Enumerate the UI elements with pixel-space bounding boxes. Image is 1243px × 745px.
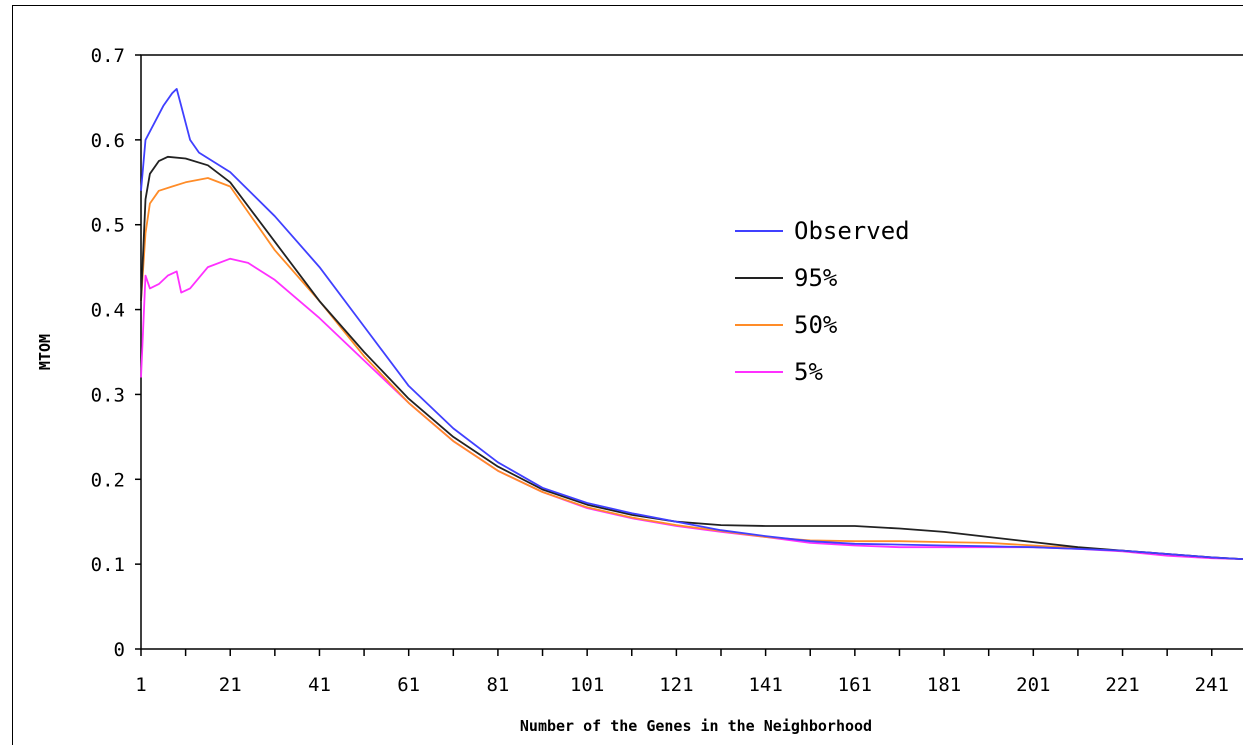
series-line	[140, 88, 1243, 560]
y-tick-label: 0.3	[91, 384, 125, 406]
y-tick-label: 0	[114, 639, 125, 661]
y-tick-label: 0.2	[91, 469, 125, 491]
x-tick-label: 1	[135, 674, 146, 696]
x-tick-label: 221	[1105, 674, 1139, 696]
plot-area	[140, 54, 1243, 650]
legend-label: 95%	[794, 264, 838, 292]
y-tick-label: 0.5	[91, 215, 125, 237]
x-tick-label: 141	[748, 674, 782, 696]
y-tick-label: 0.4	[91, 300, 125, 322]
x-axis: 1 21 41 61 81 101 121 141 161 181 201 221 241	[135, 649, 1229, 696]
x-tick-label: 241	[1195, 674, 1229, 696]
series-line	[140, 155, 1243, 560]
x-tick-label: 41	[308, 674, 331, 696]
legend: Observed 95% 50% 5%	[735, 217, 910, 386]
legend-label: 5%	[794, 358, 823, 386]
x-tick-label: 101	[570, 674, 604, 696]
plot-border	[140, 54, 1243, 650]
y-axis-title: MTOM	[36, 334, 54, 370]
y-tick-label: 0.6	[91, 130, 125, 152]
legend-label: 50%	[794, 311, 838, 339]
y-tick-label: 0.7	[91, 45, 125, 67]
chart-frame	[12, 5, 1243, 745]
legend-label: Observed	[794, 217, 910, 245]
y-tick-label: 0.1	[91, 554, 125, 576]
y-axis: 0 0.1 0.2 0.3 0.4 0.5 0.6 0.7	[91, 45, 141, 661]
x-tick-label: 61	[397, 674, 420, 696]
series-line	[140, 257, 1243, 560]
x-axis-title: Number of the Genes in the Neighborhood	[520, 717, 872, 735]
x-tick-label: 201	[1016, 674, 1050, 696]
x-tick-label: 121	[659, 674, 693, 696]
series-line	[140, 177, 1243, 560]
x-tick-label: 81	[486, 674, 509, 696]
x-tick-label: 21	[219, 674, 242, 696]
x-tick-label: 161	[838, 674, 872, 696]
series-lines	[140, 88, 1243, 560]
x-tick-label: 181	[927, 674, 961, 696]
